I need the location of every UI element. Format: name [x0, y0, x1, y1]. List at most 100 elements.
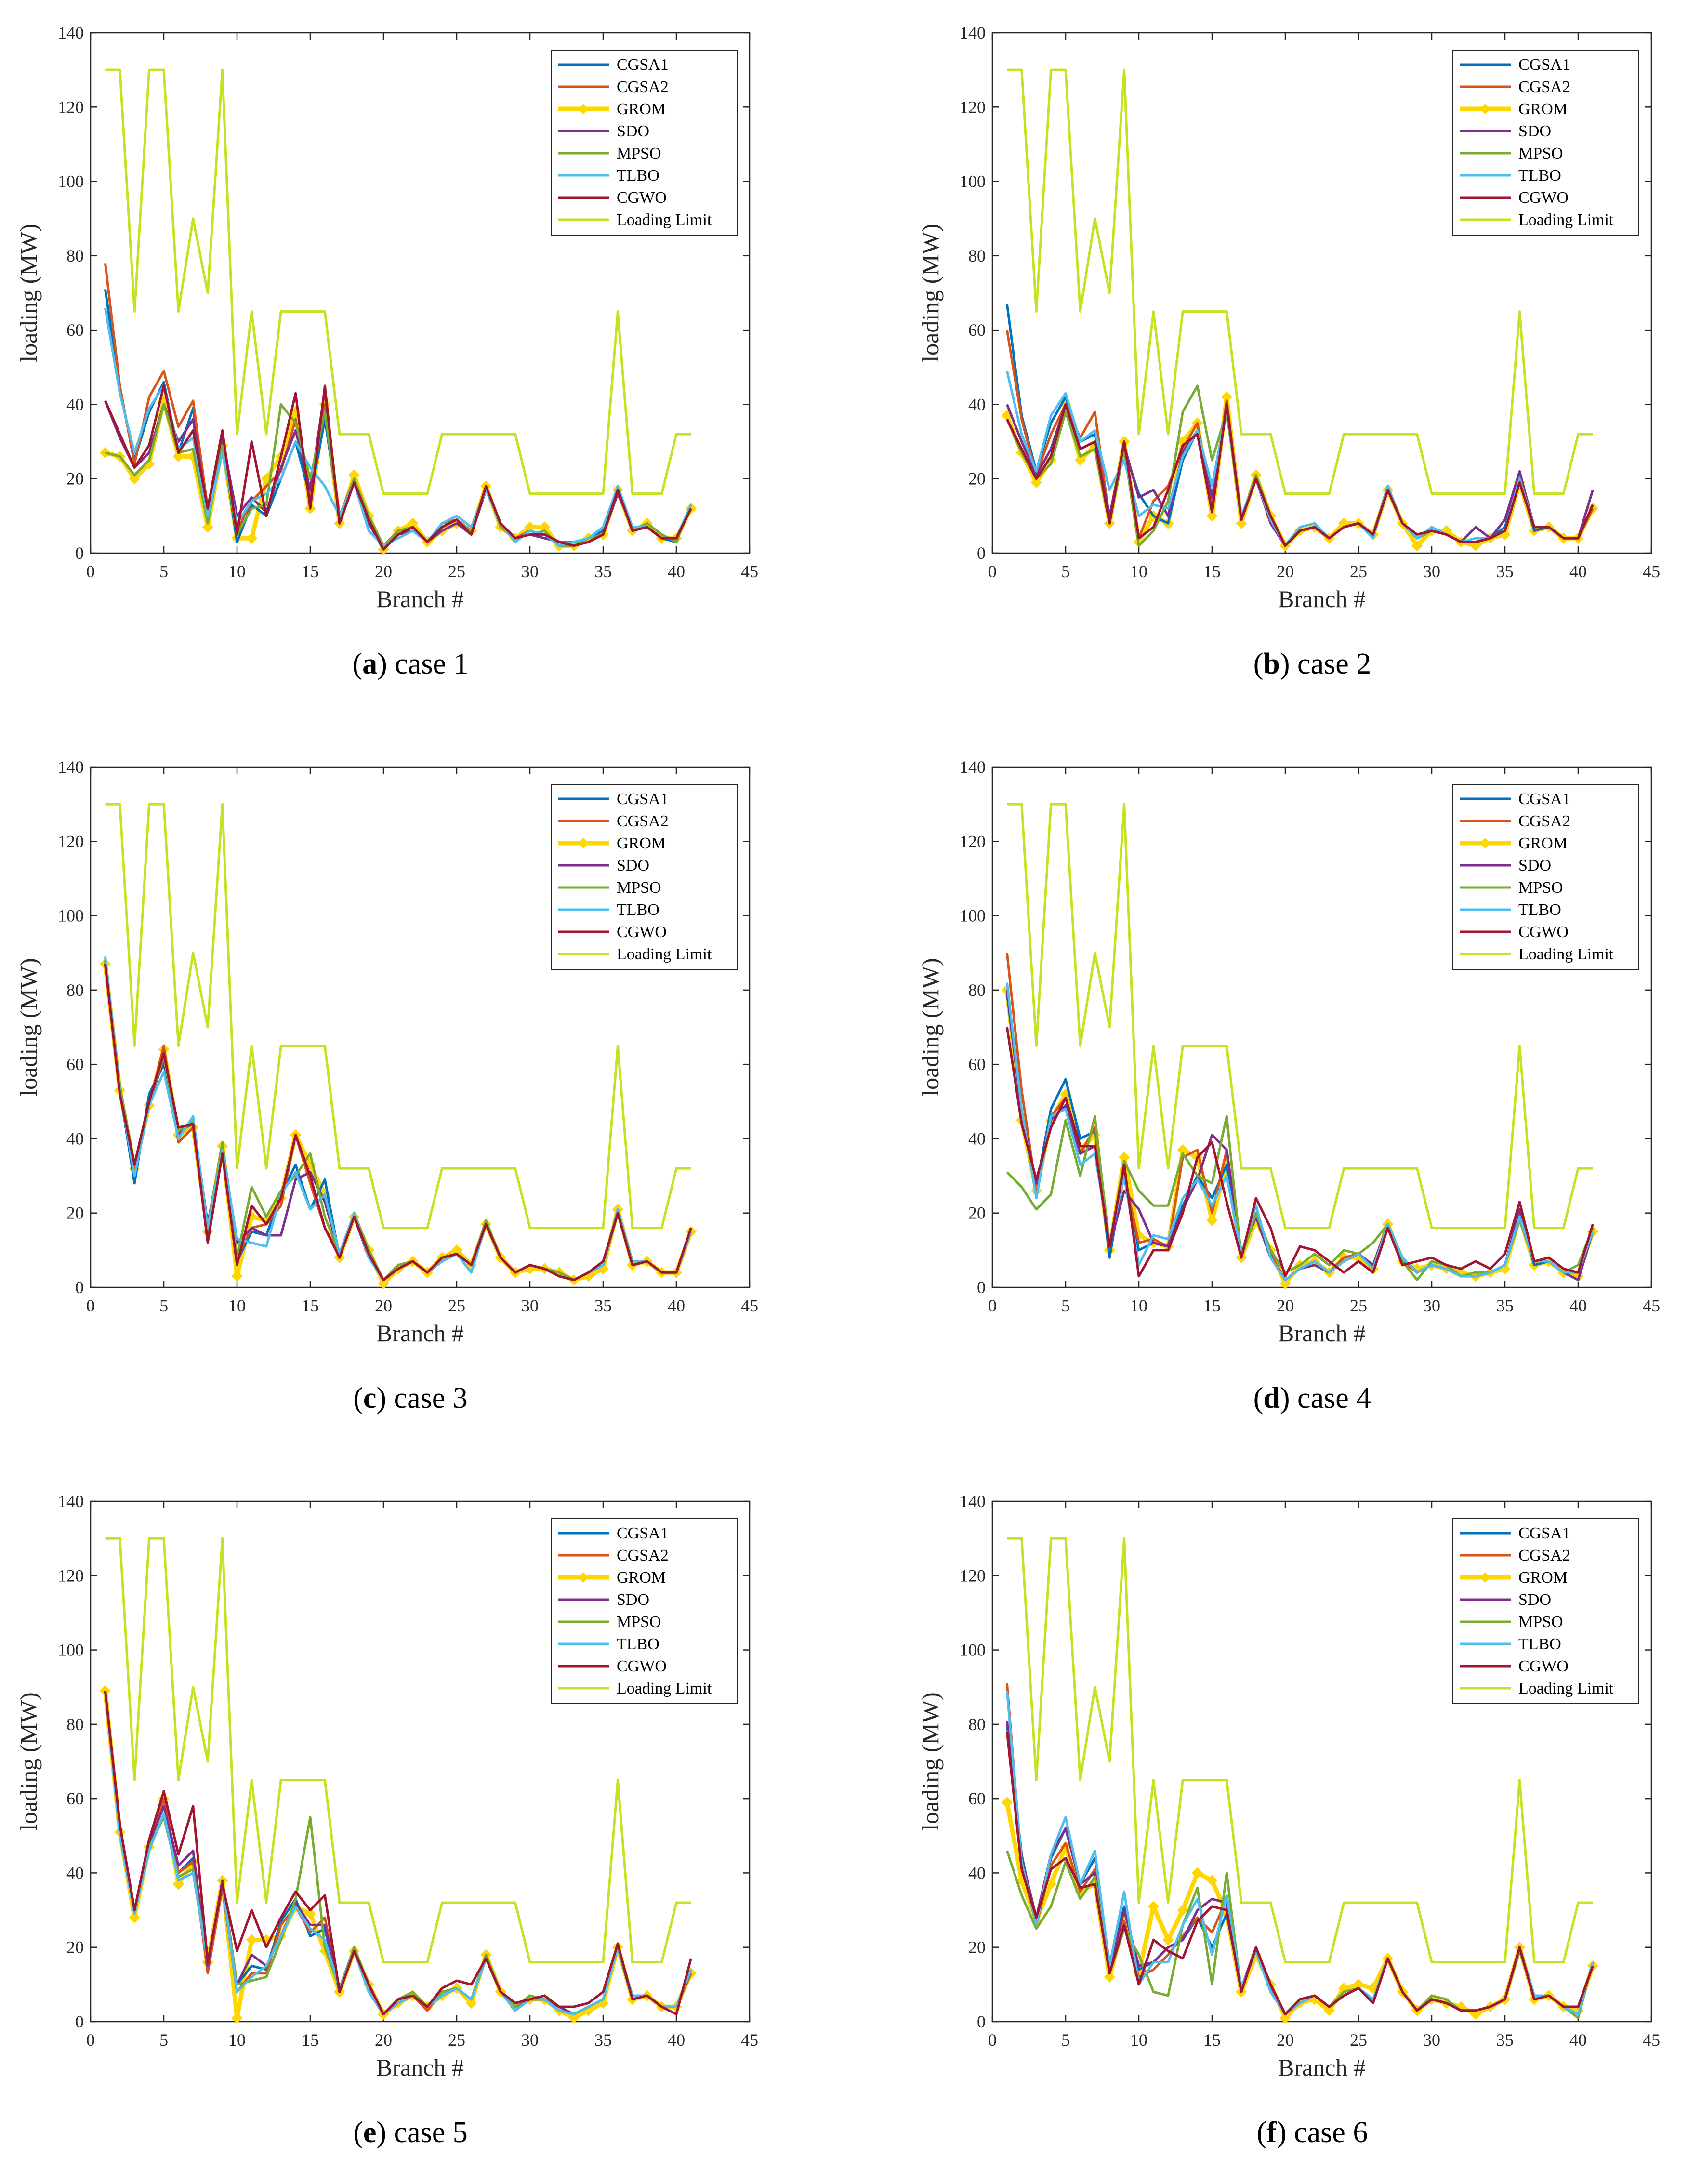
- legend-label-cgsa1: CGSA1: [1518, 1524, 1570, 1542]
- y-axis-label: loading (MW): [15, 958, 42, 1096]
- x-axis-label: Branch #: [376, 1320, 464, 1347]
- y-tick-label: 60: [968, 1055, 986, 1074]
- y-tick-label: 60: [66, 1055, 84, 1074]
- legend-label-cgwo: CGWO: [1518, 1657, 1569, 1675]
- legend-label-cgsa2: CGSA2: [617, 78, 669, 96]
- x-tick-label: 30: [521, 562, 539, 581]
- legend-label-cgsa2: CGSA2: [617, 1547, 669, 1564]
- panel-caption: (a) case 1: [353, 648, 469, 680]
- y-tick-label: 20: [66, 1938, 84, 1957]
- legend-label-cgsa1: CGSA1: [617, 56, 669, 74]
- x-tick-label: 15: [302, 562, 319, 581]
- series-marker-grom: [1206, 1875, 1218, 1886]
- series-line-grom: [1004, 1802, 1595, 2020]
- legend-label-loading-limit: Loading Limit: [617, 211, 712, 229]
- y-tick-label: 140: [960, 1492, 986, 1511]
- y-tick-label: 40: [66, 395, 84, 414]
- x-axis-label: Branch #: [376, 585, 464, 612]
- y-tick-label: 80: [66, 1715, 84, 1734]
- panel-caption: (f) case 6: [1257, 2116, 1368, 2149]
- x-axis-label: Branch #: [376, 2054, 464, 2081]
- legend-label-tlbo: TLBO: [1518, 1635, 1561, 1653]
- legend-label-loading-limit: Loading Limit: [1518, 1680, 1614, 1697]
- y-tick-label: 40: [968, 395, 986, 414]
- series-marker-grom: [202, 521, 213, 533]
- y-tick-label: 0: [75, 2012, 84, 2031]
- x-tick-label: 5: [1061, 1296, 1070, 1315]
- series-marker-grom: [231, 1271, 243, 1282]
- y-tick-label: 120: [960, 97, 986, 117]
- series-marker-grom: [231, 2012, 243, 2024]
- legend-label-cgsa2: CGSA2: [1518, 78, 1570, 96]
- y-tick-label: 0: [977, 543, 986, 563]
- legend-label-sdo: SDO: [1518, 1591, 1551, 1609]
- legend-marker-grom: [1480, 104, 1490, 114]
- series-marker-grom: [1279, 1278, 1291, 1289]
- legend-label-cgwo: CGWO: [617, 1657, 667, 1675]
- x-tick-label: 0: [988, 1296, 997, 1315]
- series-marker-grom: [1162, 1934, 1174, 1946]
- y-tick-label: 0: [977, 1278, 986, 1297]
- series-marker-grom: [1074, 454, 1086, 466]
- x-tick-label: 0: [86, 1296, 95, 1315]
- panel-caption: (d) case 4: [1253, 1382, 1371, 1415]
- legend-label-cgsa2: CGSA2: [1518, 812, 1570, 830]
- x-tick-label: 45: [1643, 2030, 1660, 2050]
- series-line-loading-limit: [1007, 1537, 1593, 1964]
- y-tick-label: 40: [968, 1863, 986, 1882]
- x-tick-label: 45: [741, 1296, 758, 1315]
- x-tick-label: 20: [375, 562, 392, 581]
- y-tick-label: 20: [968, 1938, 986, 1957]
- x-tick-label: 5: [159, 1296, 168, 1315]
- panel-caption: (e) case 5: [353, 2116, 468, 2149]
- legend-label-cgsa1: CGSA1: [617, 790, 669, 808]
- panel-case-4: 0 5 10 15 20 25 30 35 40 45 0 20 40 60 80 100 120 140 Bran…: [917, 757, 1660, 1415]
- x-tick-label: 35: [1496, 562, 1514, 581]
- legend-label-grom: GROM: [617, 100, 666, 118]
- series-line-loading-limit: [1007, 803, 1593, 1230]
- y-axis-label: loading (MW): [917, 1692, 944, 1830]
- y-tick-label: 80: [66, 980, 84, 1000]
- caption-letter: f: [1266, 2116, 1277, 2149]
- x-tick-label: 45: [741, 2030, 758, 2050]
- x-tick-label: 30: [1423, 562, 1440, 581]
- series-marker-grom: [1411, 540, 1423, 552]
- x-tick-label: 10: [228, 562, 246, 581]
- series-line-loading-limit: [105, 803, 691, 1230]
- plot-area: [991, 32, 1652, 554]
- y-tick-label: 120: [58, 1566, 84, 1585]
- series-line-sdo: [104, 1691, 692, 2016]
- series-line-mpso: [105, 403, 692, 547]
- y-tick-label: 120: [960, 1566, 986, 1585]
- legend-label-tlbo: TLBO: [1518, 901, 1561, 919]
- series-marker-grom: [378, 1278, 389, 1289]
- series-line-tlbo: [104, 1691, 692, 2016]
- series-line-tlbo: [1005, 1691, 1594, 2016]
- series-line-loading-limit: [1007, 68, 1593, 495]
- x-tick-label: 15: [1203, 2030, 1221, 2050]
- y-tick-label: 120: [960, 832, 986, 851]
- y-axis-label: loading (MW): [917, 224, 944, 362]
- x-tick-label: 10: [228, 2030, 246, 2050]
- panel-caption: (b) case 2: [1253, 648, 1371, 680]
- series-marker-grom: [1030, 477, 1042, 489]
- x-tick-label: 20: [1277, 1296, 1294, 1315]
- y-tick-label: 60: [968, 1789, 986, 1808]
- caption-text: case 3: [394, 1382, 468, 1415]
- series-line-cgsa1: [104, 289, 692, 547]
- y-tick-label: 0: [75, 1278, 84, 1297]
- caption-letter: d: [1263, 1382, 1279, 1415]
- y-tick-label: 140: [58, 1492, 84, 1511]
- y-tick-label: 140: [58, 757, 84, 777]
- series-marker-grom: [1177, 1904, 1188, 1916]
- series-line-cgwo: [104, 384, 692, 551]
- legend: [1452, 784, 1639, 970]
- legend: [551, 784, 738, 970]
- y-tick-label: 40: [968, 1129, 986, 1148]
- legend-label-grom: GROM: [617, 834, 666, 852]
- y-tick-label: 20: [66, 1204, 84, 1223]
- x-axis-label: Branch #: [1278, 585, 1366, 612]
- y-tick-label: 80: [968, 246, 986, 265]
- series-marker-grom: [129, 473, 140, 485]
- series-line-cgwo: [1005, 1027, 1594, 1278]
